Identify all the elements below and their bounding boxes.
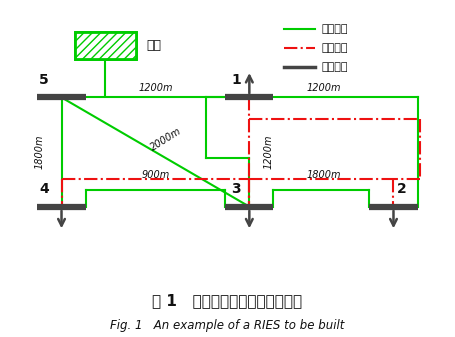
Text: 待选管道: 待选管道 bbox=[321, 43, 348, 53]
Text: Fig. 1   An example of a RIES to be built: Fig. 1 An example of a RIES to be built bbox=[110, 318, 345, 332]
Text: 待建系统: 待建系统 bbox=[321, 62, 348, 72]
Text: 图 1   待建区域综合能源系统示例: 图 1 待建区域综合能源系统示例 bbox=[152, 293, 303, 308]
Text: 1200m: 1200m bbox=[264, 135, 274, 169]
Text: 1800m: 1800m bbox=[35, 135, 45, 169]
Bar bbox=[75, 32, 136, 59]
Text: 1200m: 1200m bbox=[138, 83, 173, 93]
Text: 待选线路: 待选线路 bbox=[321, 24, 348, 34]
Text: 1800m: 1800m bbox=[306, 170, 341, 180]
Text: 2: 2 bbox=[397, 182, 407, 196]
Text: 900m: 900m bbox=[142, 170, 170, 180]
Text: 1200m: 1200m bbox=[306, 83, 341, 93]
Text: 4: 4 bbox=[39, 182, 49, 196]
Text: 5: 5 bbox=[39, 72, 49, 87]
Text: 3: 3 bbox=[232, 182, 241, 196]
Text: 1: 1 bbox=[231, 72, 241, 87]
Text: 电网: 电网 bbox=[147, 39, 162, 52]
Text: 2000m: 2000m bbox=[149, 126, 184, 153]
